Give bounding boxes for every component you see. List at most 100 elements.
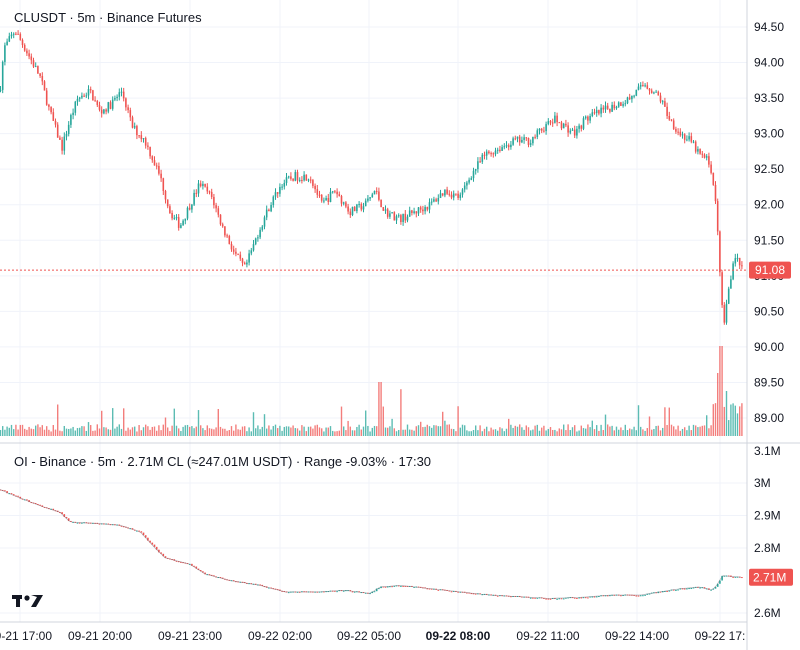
candle-body (690, 136, 693, 142)
volume-bar (492, 429, 494, 436)
candle-body (444, 189, 446, 196)
volume-bar (259, 429, 261, 436)
candle-body (301, 179, 303, 181)
candle-body (342, 202, 345, 204)
oi-bar (644, 594, 646, 596)
oi-bar (485, 593, 488, 595)
volume-bar (281, 430, 283, 436)
oi-axis[interactable]: 3M 2.9M 2.8M 2.6M (754, 476, 781, 620)
oi-bar (532, 597, 534, 599)
volume-bar (422, 427, 424, 436)
volume-bar (424, 426, 426, 436)
volume-bar (279, 425, 281, 436)
candle-body (228, 236, 231, 244)
volume-bar (461, 424, 464, 436)
volume-bar (464, 425, 466, 436)
oi-bar (12, 494, 15, 496)
volume-bar (195, 426, 197, 436)
oi-bar (450, 591, 453, 593)
candle-body (72, 112, 74, 116)
candle-body (373, 190, 376, 195)
candle-body (534, 136, 536, 138)
oi-bar (63, 514, 66, 517)
candle-body (23, 45, 26, 51)
candle-body (435, 199, 437, 202)
candle-body (83, 95, 85, 97)
candle-body (252, 244, 255, 251)
candle-body (226, 235, 228, 237)
oi-bar (400, 585, 402, 587)
volume-bar (182, 426, 184, 436)
time-axis[interactable]: 09-21 17:00 09-21 20:00 09-21 23:00 09-22 0… (0, 629, 745, 643)
candle-body (122, 91, 125, 99)
volume-bar (358, 424, 360, 436)
volume-bar (301, 425, 303, 436)
oi-bar (380, 586, 382, 589)
volume-bar (345, 430, 347, 436)
volume-bar (63, 425, 65, 436)
candle-body (111, 99, 114, 109)
volume-bar (741, 403, 743, 436)
candle-body (173, 217, 176, 219)
volume-bar (560, 429, 563, 436)
candle-body (63, 136, 66, 151)
candle-body (633, 95, 635, 97)
candle-body (457, 193, 459, 198)
candle-body (287, 176, 290, 178)
candle-body (661, 101, 664, 103)
volume-bar (94, 430, 96, 436)
candle-body (741, 265, 743, 267)
volume-bar (323, 431, 325, 436)
candle-body (378, 191, 380, 200)
candle-body (470, 178, 473, 180)
candle-body (567, 125, 569, 133)
price-axis[interactable]: 94.5094.0093.5093.0092.5092.0091.5091.00… (754, 20, 784, 425)
candle-body (10, 34, 13, 37)
volume-bar (710, 425, 712, 436)
price-tick-label: 89.00 (754, 411, 784, 425)
oi-bar (389, 586, 391, 588)
volume-bar (250, 431, 252, 436)
oi-bar (136, 530, 138, 532)
candle-body (100, 109, 103, 114)
candle-body (34, 66, 37, 68)
oi-bar (609, 595, 611, 597)
volume-bar (252, 412, 255, 436)
oi-bar (686, 588, 688, 590)
candle-body (578, 125, 580, 129)
volume-bar (307, 426, 310, 436)
volume-bar (136, 431, 138, 436)
volume-bar (437, 426, 439, 436)
oi-bar (162, 553, 165, 557)
volume-bar (314, 425, 316, 436)
volume-bar (107, 429, 109, 436)
oi-bar (120, 525, 123, 527)
candle-body (413, 211, 415, 213)
candle-body (298, 179, 301, 181)
oi-bar (565, 597, 567, 599)
oi-bar (459, 591, 462, 593)
volume-bar (213, 429, 215, 436)
volume-bar (576, 431, 578, 436)
volume-bar (68, 428, 70, 436)
candle-body (606, 105, 609, 109)
candle-body (94, 100, 96, 102)
candle-body (620, 102, 622, 106)
oi-bar (510, 596, 512, 598)
volume-bar (580, 425, 582, 436)
volume-bar (222, 428, 224, 436)
oi-bar (140, 531, 143, 533)
candle-body (391, 212, 393, 214)
candle-body (576, 128, 578, 136)
candle-body (494, 150, 497, 155)
volume-bar (138, 425, 140, 436)
candle-body (279, 186, 281, 194)
tradingview-logo-icon[interactable] (12, 595, 43, 607)
volume-bar (285, 426, 288, 436)
oi-bar (591, 596, 594, 598)
volume-bar (389, 426, 391, 436)
volume-bar (549, 427, 552, 436)
volume-bar (226, 430, 228, 436)
candle-body (219, 214, 222, 225)
